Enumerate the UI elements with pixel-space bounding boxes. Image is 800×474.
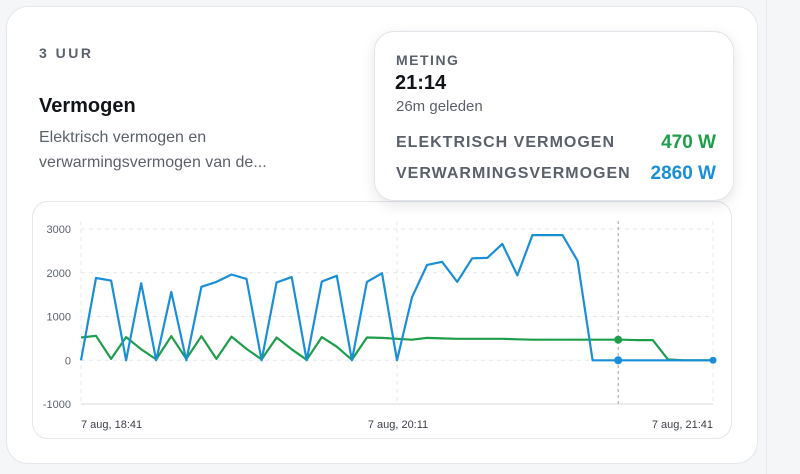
- measurement-tooltip: METING 21:14 26m geleden ELEKTRISCH VERM…: [374, 31, 734, 201]
- tooltip-row-name: VERWARMINGSVERMOGEN: [396, 165, 631, 182]
- chart-container[interactable]: 3000 2000 1000 0 -1000 7 aug, 18:41 7 aug, 20:…: [32, 201, 732, 439]
- tooltip-row-electric: ELEKTRISCH VERMOGEN 470 W: [396, 132, 716, 158]
- end-point: [709, 356, 717, 364]
- tooltip-label: METING: [396, 52, 460, 68]
- tooltip-ago: 26m geleden: [396, 98, 483, 115]
- y-tick-label: 0: [65, 355, 71, 367]
- highlight-point: [614, 335, 623, 344]
- y-tick-label: 1000: [47, 312, 71, 324]
- power-chart[interactable]: 3000 2000 1000 0 -1000 7 aug, 18:41 7 aug, 20:…: [33, 202, 733, 440]
- tooltip-row-heating: VERWARMINGSVERMOGEN 2860 W: [396, 163, 716, 189]
- y-tick-label: 2000: [47, 268, 71, 280]
- tooltip-time: 21:14: [395, 72, 447, 94]
- x-tick-label: 7 aug, 20:11: [368, 419, 428, 431]
- period-label: 3 UUR: [39, 45, 94, 61]
- y-tick-label: -1000: [43, 399, 71, 411]
- x-tick-label: 7 aug, 21:41: [652, 419, 713, 431]
- y-tick-label: 3000: [47, 224, 71, 236]
- card-title: Vermogen: [39, 95, 136, 117]
- side-panel-edge: [766, 0, 800, 474]
- tooltip-row-value: 2860 W: [650, 163, 716, 184]
- x-tick-label: 7 aug, 18:41: [81, 419, 142, 431]
- tooltip-row-value: 470 W: [661, 132, 716, 153]
- tooltip-row-name: ELEKTRISCH VERMOGEN: [396, 134, 616, 151]
- card-description: Elektrisch vermogen en verwarmingsvermog…: [39, 129, 267, 171]
- highlight-point: [614, 356, 623, 365]
- series-line: [79, 233, 713, 362]
